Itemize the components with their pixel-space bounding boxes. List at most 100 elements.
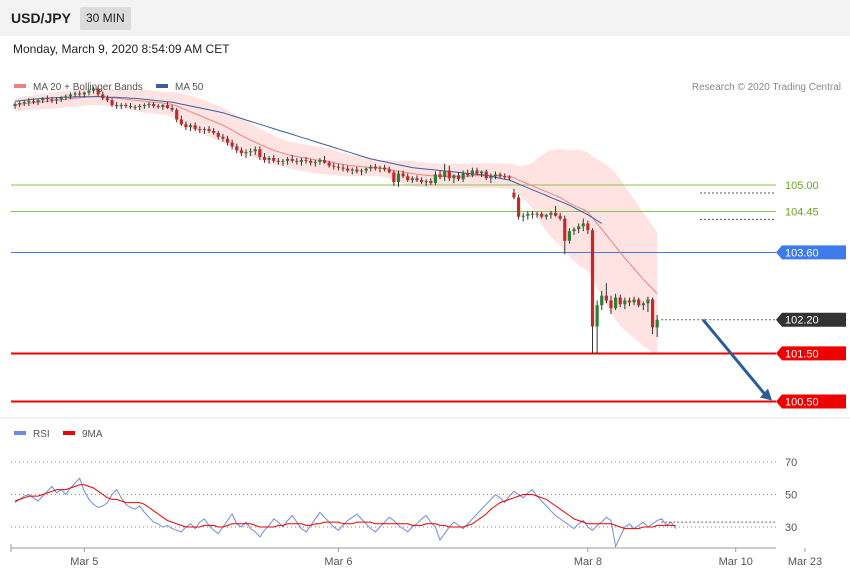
candle: [202, 127, 207, 134]
candle-body: [262, 157, 267, 160]
candle: [443, 163, 447, 182]
candle-body: [105, 98, 109, 101]
candle: [276, 157, 280, 165]
candle-body: [396, 173, 401, 183]
candle-body: [544, 214, 548, 217]
level-tag-label: 103.60: [785, 247, 819, 259]
x-tick-label: Mar 23: [788, 556, 822, 568]
timeframe-badge[interactable]: 30 MIN: [80, 7, 131, 30]
candle-body: [480, 171, 484, 174]
level-tag-label: 100.50: [785, 397, 819, 409]
candle-body: [239, 150, 243, 154]
candle-body: [327, 162, 331, 166]
candle-body: [212, 131, 216, 133]
candle-body: [68, 94, 73, 97]
candle: [618, 294, 622, 308]
candle-body: [18, 103, 22, 105]
bollinger-band-fill: [15, 87, 658, 356]
candle-body: [632, 299, 636, 303]
candle: [216, 131, 220, 140]
candle-body: [119, 105, 123, 107]
candle-body: [590, 230, 595, 327]
candle: [152, 102, 156, 108]
level-tag-support: 100.50: [776, 394, 846, 409]
candle: [115, 102, 119, 109]
x-tick-label: Mar 5: [70, 556, 98, 568]
candle-body: [443, 170, 447, 178]
candle-body: [45, 98, 49, 100]
ma20-line: [14, 95, 658, 295]
candle-body: [406, 176, 410, 181]
candle-body: [101, 94, 105, 99]
rsi-panel: 70 50 30 RSI 9MA: [0, 417, 850, 549]
candle: [498, 172, 502, 179]
candle-body: [530, 213, 535, 215]
candle: [41, 97, 45, 104]
candle: [36, 99, 40, 106]
candle: [480, 170, 484, 178]
candle: [623, 297, 627, 310]
candle: [359, 168, 364, 176]
candle-body: [36, 100, 40, 103]
candle: [632, 296, 636, 306]
candle-body: [59, 97, 63, 100]
candle-body: [470, 170, 474, 176]
candle-body: [202, 129, 207, 131]
candle-body: [161, 105, 165, 107]
candle-body: [452, 175, 456, 179]
candle: [516, 194, 521, 220]
candle-body: [401, 173, 405, 177]
candle: [198, 126, 202, 133]
candle: [318, 157, 322, 165]
candle-body: [249, 151, 253, 153]
candle: [91, 86, 96, 94]
candle-body: [489, 176, 493, 179]
candle: [179, 115, 183, 127]
chart-legend: MA 20 + Bollinger Bands MA 50 Research © 2…: [14, 82, 841, 93]
candle-body: [433, 174, 438, 184]
rsi-level-label: 30: [785, 522, 797, 534]
candle: [392, 170, 396, 186]
candle-body: [198, 129, 202, 131]
candle-body: [82, 92, 86, 95]
candle-body: [336, 166, 340, 168]
candle: [387, 166, 391, 174]
candle-body: [392, 172, 396, 183]
ma50-line: [14, 96, 602, 224]
candle-body: [128, 105, 133, 107]
candle: [553, 206, 558, 217]
candle: [82, 91, 86, 98]
candle: [544, 213, 548, 220]
candle: [110, 98, 114, 107]
candle: [433, 171, 438, 185]
candle-body: [13, 104, 17, 106]
candle-body: [341, 167, 345, 169]
candle: [364, 167, 368, 174]
candle-body: [355, 169, 359, 172]
candle-body: [567, 231, 571, 241]
candle: [526, 210, 530, 220]
candle-body: [655, 319, 659, 328]
candle-body: [295, 160, 299, 162]
candle: [558, 212, 562, 221]
candle-body: [456, 175, 461, 180]
candle: [281, 158, 285, 166]
candle-body: [253, 149, 257, 152]
candle: [13, 102, 17, 109]
candle-body: [516, 197, 521, 217]
candle-body: [419, 180, 424, 183]
candle: [133, 105, 137, 110]
candle: [614, 293, 618, 311]
candle-body: [364, 168, 368, 171]
level-label-resistance: 104.45: [785, 206, 819, 218]
legend-label-ma50: MA 50: [175, 82, 204, 93]
candle-body: [322, 159, 327, 163]
rsi-ma-line: [14, 484, 676, 530]
candle: [637, 297, 641, 308]
candle: [78, 90, 82, 97]
candle-body: [64, 96, 68, 98]
candle-body: [623, 300, 627, 305]
candle: [581, 218, 585, 232]
candle: [175, 107, 179, 123]
